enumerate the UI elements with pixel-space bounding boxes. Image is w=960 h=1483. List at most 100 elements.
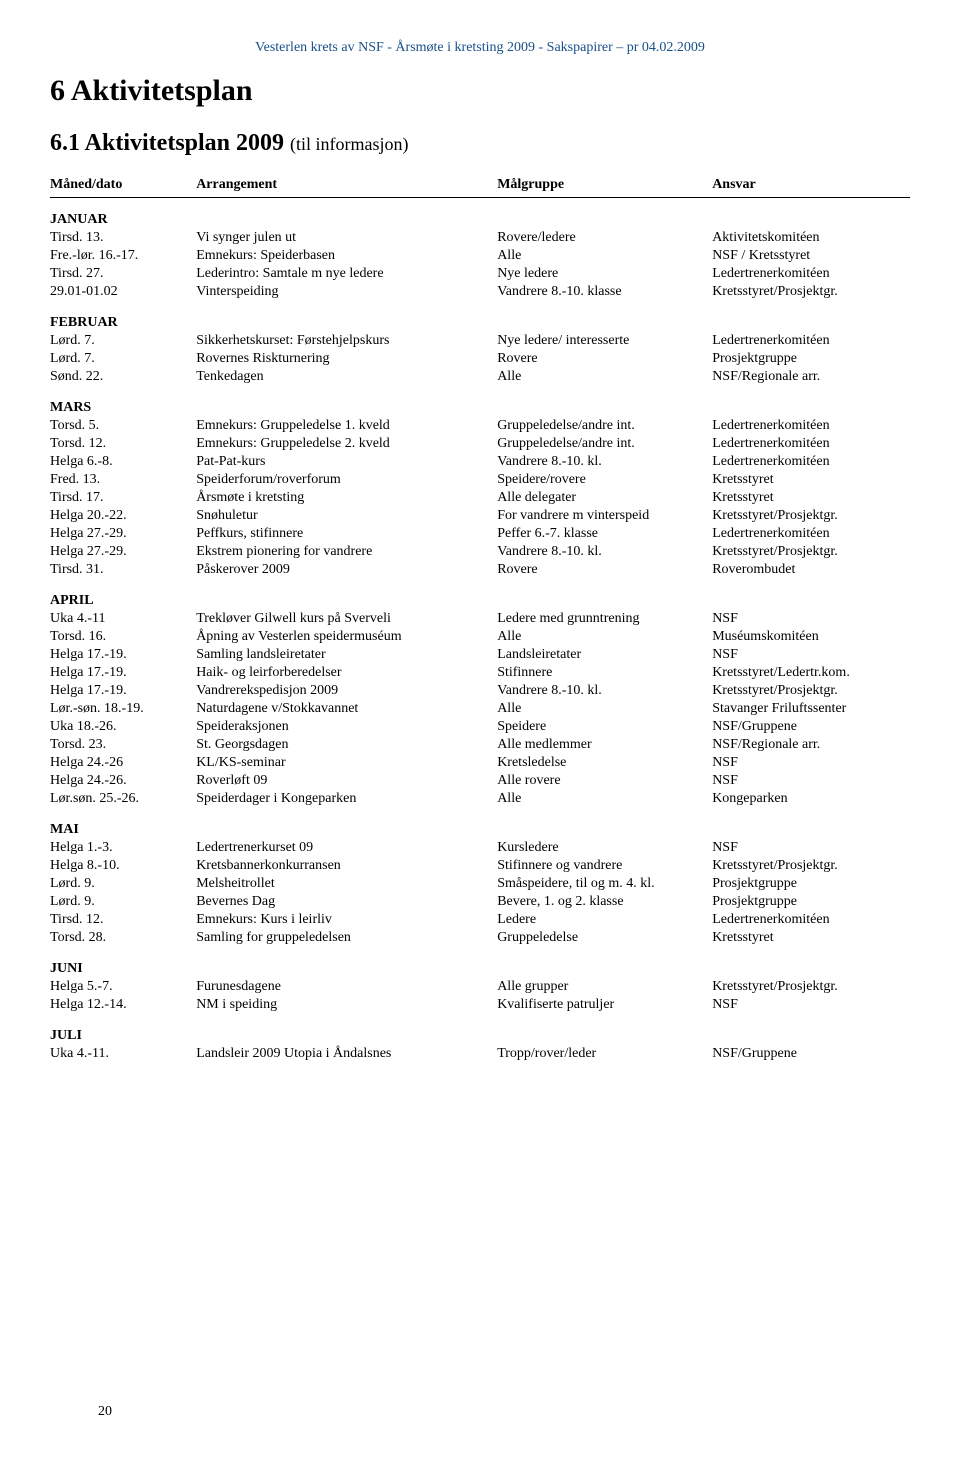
table-row: Lørd. 9.MelsheitrolletSmåspeidere, til o… [50, 875, 910, 893]
cell-d: Lørd. 7. [50, 332, 196, 350]
cell-g: Landsleiretater [497, 646, 712, 664]
cell-a: Tenkedagen [196, 368, 497, 386]
cell-n: Stavanger Friluftssenter [712, 700, 910, 718]
cell-d: Helga 27.-29. [50, 543, 196, 561]
cell-n: Ledertrenerkomitéen [712, 265, 910, 283]
table-row: Tirsd. 27.Lederintro: Samtale m nye lede… [50, 265, 910, 283]
table-row: Tirsd. 17.Årsmøte i kretstingAlle delega… [50, 489, 910, 507]
cell-g: Vandrere 8.-10. kl. [497, 453, 712, 471]
col-header-ansvar: Ansvar [712, 175, 910, 198]
cell-g: Ledere [497, 911, 712, 929]
table-row: Fred. 13.Speiderforum/roverforumSpeidere… [50, 471, 910, 489]
cell-d: Torsd. 23. [50, 736, 196, 754]
cell-g: Alle [497, 368, 712, 386]
cell-n: Kretsstyret [712, 929, 910, 947]
cell-a: Samling landsleiretater [196, 646, 497, 664]
col-header-arrangement: Arrangement [196, 175, 497, 198]
cell-a: Sikkerhetskurset: Førstehjelpskurs [196, 332, 497, 350]
cell-a: Melsheitrollet [196, 875, 497, 893]
month-label: MARS [50, 386, 196, 417]
cell-g: Alle medlemmer [497, 736, 712, 754]
cell-g: Rovere [497, 561, 712, 579]
cell-a: Haik- og leirforberedelser [196, 664, 497, 682]
cell-a: Vinterspeiding [196, 283, 497, 301]
cell-a: St. Georgsdagen [196, 736, 497, 754]
table-row: Uka 18.-26.SpeideraksjonenSpeidereNSF/Gr… [50, 718, 910, 736]
table-row: Sønd. 22.TenkedagenAlleNSF/Regionale arr… [50, 368, 910, 386]
cell-n: Ledertrenerkomitéen [712, 332, 910, 350]
cell-n: NSF / Kretsstyret [712, 247, 910, 265]
cell-g: Rovere/ledere [497, 229, 712, 247]
cell-n: Ledertrenerkomitéen [712, 525, 910, 543]
table-row: Lørd. 9.Bevernes DagBevere, 1. og 2. kla… [50, 893, 910, 911]
table-row: Lør.-søn. 18.-19.Naturdagene v/Stokkavan… [50, 700, 910, 718]
cell-g: Småspeidere, til og m. 4. kl. [497, 875, 712, 893]
cell-g: Stifinnere og vandrere [497, 857, 712, 875]
cell-a: Årsmøte i kretsting [196, 489, 497, 507]
table-row: Helga 6.-8.Pat-Pat-kursVandrere 8.-10. k… [50, 453, 910, 471]
cell-g: Alle [497, 247, 712, 265]
cell-a: Speiderforum/roverforum [196, 471, 497, 489]
month-label: JANUAR [50, 198, 196, 230]
cell-d: Helga 6.-8. [50, 453, 196, 471]
cell-a: Emnekurs: Speiderbasen [196, 247, 497, 265]
cell-n: Kretsstyret/Prosjektgr. [712, 857, 910, 875]
cell-n: NSF [712, 996, 910, 1014]
table-row: Helga 24.-26KL/KS-seminarKretsledelseNSF [50, 754, 910, 772]
cell-d: Helga 17.-19. [50, 646, 196, 664]
table-row: Fre.-lør. 16.-17.Emnekurs: SpeiderbasenA… [50, 247, 910, 265]
cell-g: Alle [497, 628, 712, 646]
activity-table: Måned/dato Arrangement Målgruppe Ansvar … [50, 175, 910, 1063]
cell-g: Alle delegater [497, 489, 712, 507]
cell-g: Alle grupper [497, 978, 712, 996]
cell-d: Lørd. 9. [50, 893, 196, 911]
cell-g: Rovere [497, 350, 712, 368]
cell-g: Kvalifiserte patruljer [497, 996, 712, 1014]
section-title-main: 6.1 Aktivitetsplan 2009 [50, 130, 284, 156]
cell-g: Alle [497, 700, 712, 718]
cell-a: Påskerover 2009 [196, 561, 497, 579]
cell-a: Rovernes Riskturnering [196, 350, 497, 368]
cell-g: Peffer 6.-7. klasse [497, 525, 712, 543]
cell-g: Ledere med grunntrening [497, 610, 712, 628]
cell-n: Prosjektgruppe [712, 350, 910, 368]
cell-n: NSF/Gruppene [712, 718, 910, 736]
cell-d: 29.01-01.02 [50, 283, 196, 301]
cell-d: Lør.-søn. 18.-19. [50, 700, 196, 718]
cell-n: Kretsstyret [712, 471, 910, 489]
cell-g: Nye ledere/ interesserte [497, 332, 712, 350]
table-row: Lør.søn. 25.-26.Speiderdager i Kongepark… [50, 790, 910, 808]
cell-a: Speideraksjonen [196, 718, 497, 736]
cell-n: NSF [712, 646, 910, 664]
cell-a: Emnekurs: Gruppeledelse 1. kveld [196, 417, 497, 435]
cell-a: Furunesdagene [196, 978, 497, 996]
cell-a: Speiderdager i Kongeparken [196, 790, 497, 808]
cell-d: Torsd. 5. [50, 417, 196, 435]
cell-g: Speidere [497, 718, 712, 736]
cell-d: Tirsd. 31. [50, 561, 196, 579]
cell-a: Lederintro: Samtale m nye ledere [196, 265, 497, 283]
cell-n: NSF [712, 839, 910, 857]
month-label: MAI [50, 808, 196, 839]
cell-n: Ledertrenerkomitéen [712, 435, 910, 453]
table-row: Uka 4.-11Trekløver Gilwell kurs på Sverv… [50, 610, 910, 628]
cell-d: Torsd. 28. [50, 929, 196, 947]
cell-d: Tirsd. 17. [50, 489, 196, 507]
cell-n: Kretsstyret/Prosjektgr. [712, 978, 910, 996]
cell-d: Tirsd. 13. [50, 229, 196, 247]
table-row: Torsd. 5.Emnekurs: Gruppeledelse 1. kvel… [50, 417, 910, 435]
cell-d: Lørd. 9. [50, 875, 196, 893]
table-row: Torsd. 16.Åpning av Vesterlen speidermus… [50, 628, 910, 646]
col-header-date: Måned/dato [50, 175, 196, 198]
cell-d: Uka 18.-26. [50, 718, 196, 736]
cell-d: Helga 8.-10. [50, 857, 196, 875]
cell-n: NSF/Gruppene [712, 1045, 910, 1063]
page-number: 20 [98, 1404, 112, 1420]
cell-d: Helga 1.-3. [50, 839, 196, 857]
cell-n: Aktivitetskomitéen [712, 229, 910, 247]
table-row: Helga 27.-29.Peffkurs, stifinnerePeffer … [50, 525, 910, 543]
cell-g: Bevere, 1. og 2. klasse [497, 893, 712, 911]
cell-n: Ledertrenerkomitéen [712, 453, 910, 471]
month-label: JUNI [50, 947, 196, 978]
cell-d: Fre.-lør. 16.-17. [50, 247, 196, 265]
